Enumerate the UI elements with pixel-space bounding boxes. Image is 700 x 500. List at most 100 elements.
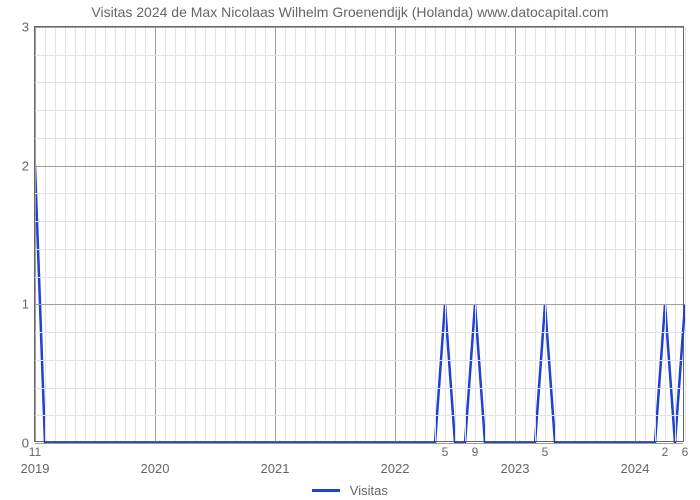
grid-minor-h <box>35 332 683 333</box>
y-tick-label: 1 <box>22 297 35 312</box>
grid-minor-v <box>595 27 596 441</box>
grid-minor-v <box>115 27 116 441</box>
legend-swatch <box>312 489 340 492</box>
grid-minor-v <box>125 27 126 441</box>
grid-minor-v <box>575 27 576 441</box>
grid-minor-v <box>615 27 616 441</box>
grid-minor-v <box>105 27 106 441</box>
point-value-label: 11 <box>29 441 41 459</box>
x-tick-label: 2020 <box>141 457 170 476</box>
grid-minor-v <box>45 27 46 441</box>
legend: Visitas <box>0 482 700 498</box>
grid-minor-v <box>225 27 226 441</box>
grid-minor-v <box>335 27 336 441</box>
grid-minor-v <box>625 27 626 441</box>
grid-minor-v <box>585 27 586 441</box>
grid-minor-v <box>445 27 446 441</box>
grid-minor-v <box>265 27 266 441</box>
chart-title: Visitas 2024 de Max Nicolaas Wilhelm Gro… <box>0 4 700 20</box>
grid-minor-v <box>345 27 346 441</box>
grid-major-v <box>155 27 156 441</box>
grid-minor-h <box>35 221 683 222</box>
grid-minor-v <box>95 27 96 441</box>
grid-minor-h <box>35 193 683 194</box>
grid-minor-v <box>305 27 306 441</box>
grid-minor-v <box>665 27 666 441</box>
grid-minor-v <box>535 27 536 441</box>
grid-minor-v <box>495 27 496 441</box>
grid-minor-v <box>65 27 66 441</box>
grid-minor-h <box>35 360 683 361</box>
grid-minor-v <box>85 27 86 441</box>
x-tick-label: 2019 <box>21 457 50 476</box>
grid-major-h <box>35 304 683 305</box>
grid-minor-h <box>35 277 683 278</box>
grid-minor-v <box>325 27 326 441</box>
grid-minor-v <box>685 27 686 441</box>
y-tick-label: 3 <box>22 20 35 35</box>
point-value-label: 6 <box>682 441 689 459</box>
grid-minor-v <box>605 27 606 441</box>
grid-minor-v <box>425 27 426 441</box>
grid-minor-v <box>285 27 286 441</box>
grid-minor-h <box>35 82 683 83</box>
grid-minor-v <box>465 27 466 441</box>
grid-minor-v <box>675 27 676 441</box>
x-tick-label: 2021 <box>261 457 290 476</box>
grid-minor-v <box>135 27 136 441</box>
grid-minor-v <box>235 27 236 441</box>
grid-minor-v <box>435 27 436 441</box>
grid-minor-v <box>475 27 476 441</box>
grid-minor-v <box>185 27 186 441</box>
grid-major-v <box>275 27 276 441</box>
grid-minor-v <box>315 27 316 441</box>
grid-minor-h <box>35 138 683 139</box>
point-value-label: 2 <box>662 441 669 459</box>
grid-minor-h <box>35 110 683 111</box>
grid-minor-v <box>405 27 406 441</box>
grid-minor-v <box>145 27 146 441</box>
grid-minor-v <box>375 27 376 441</box>
grid-minor-v <box>55 27 56 441</box>
grid-major-h <box>35 27 683 28</box>
grid-minor-v <box>385 27 386 441</box>
grid-minor-v <box>365 27 366 441</box>
grid-minor-v <box>195 27 196 441</box>
grid-minor-v <box>545 27 546 441</box>
grid-minor-h <box>35 388 683 389</box>
grid-major-v <box>35 27 36 441</box>
grid-minor-v <box>485 27 486 441</box>
point-value-label: 5 <box>542 441 549 459</box>
point-value-label: 5 <box>442 441 449 459</box>
grid-minor-v <box>175 27 176 441</box>
grid-minor-v <box>355 27 356 441</box>
grid-minor-v <box>165 27 166 441</box>
grid-minor-v <box>295 27 296 441</box>
chart-container: { "chart": { "type": "line", "title": "V… <box>0 0 700 500</box>
grid-minor-v <box>75 27 76 441</box>
grid-major-v <box>635 27 636 441</box>
plot-area: 20192020202120222023202401231159526 <box>34 26 684 442</box>
grid-minor-v <box>645 27 646 441</box>
grid-minor-v <box>245 27 246 441</box>
grid-minor-h <box>35 55 683 56</box>
grid-major-v <box>515 27 516 441</box>
grid-major-v <box>395 27 396 441</box>
grid-minor-v <box>455 27 456 441</box>
grid-major-h <box>35 166 683 167</box>
legend-label: Visitas <box>350 483 388 498</box>
grid-minor-v <box>655 27 656 441</box>
grid-minor-v <box>415 27 416 441</box>
grid-minor-v <box>505 27 506 441</box>
grid-minor-v <box>255 27 256 441</box>
line-series <box>35 27 685 443</box>
grid-minor-v <box>525 27 526 441</box>
grid-minor-h <box>35 415 683 416</box>
grid-minor-v <box>555 27 556 441</box>
y-tick-label: 2 <box>22 158 35 173</box>
grid-minor-v <box>215 27 216 441</box>
x-tick-label: 2024 <box>621 457 650 476</box>
grid-minor-v <box>205 27 206 441</box>
grid-minor-v <box>565 27 566 441</box>
x-tick-label: 2023 <box>501 457 530 476</box>
